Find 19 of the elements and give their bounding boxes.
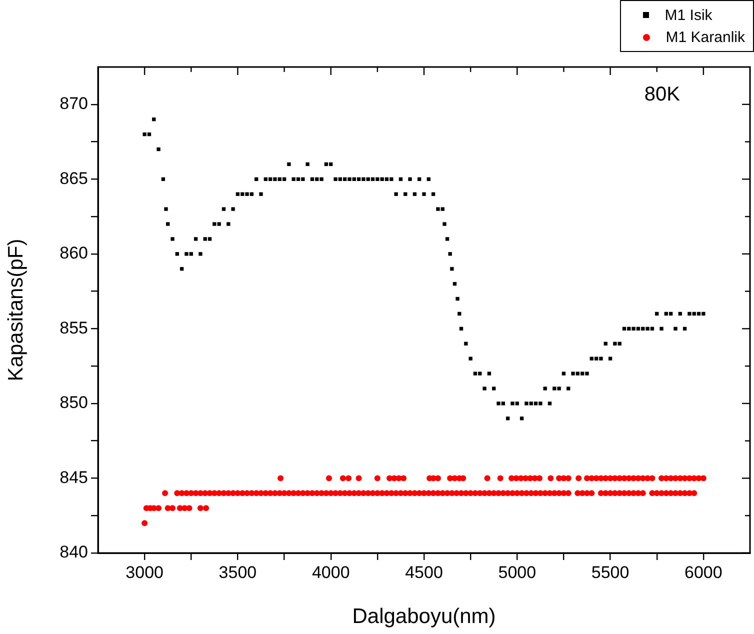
legend-label: M1 Karanlik: [666, 28, 745, 46]
x-tick-label: 5500: [591, 562, 630, 582]
y-tick-label: 870: [60, 94, 88, 114]
y-tick-label: 845: [60, 468, 88, 487]
y-tick-label: 850: [60, 393, 88, 412]
x-tick-label: 4000: [312, 562, 350, 582]
y-axis-title: Kapasitans(pF): [4, 238, 28, 382]
x-tick-label: 3500: [218, 562, 257, 582]
y-tick-label: 860: [60, 244, 88, 263]
y-tick-label: 865: [60, 168, 88, 188]
x-tick-label: 6000: [684, 562, 722, 582]
annotation: 80K: [644, 84, 681, 106]
x-tick-label: 5000: [498, 562, 536, 582]
x-tick-label: 3000: [126, 562, 164, 582]
x-axis-title: Dalgaboyu(nm): [352, 605, 496, 628]
y-tick-label: 855: [60, 318, 88, 338]
x-tick-label: 4500: [405, 562, 443, 582]
legend-label: M1 Isik: [664, 6, 712, 24]
y-tick-label: 840: [60, 542, 88, 562]
